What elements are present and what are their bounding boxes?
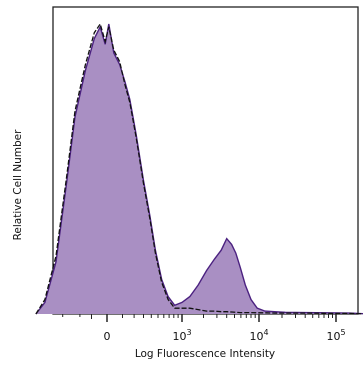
x-tick-label: 105 (326, 328, 345, 343)
x-axis-label: Log Fluorescence Intensity (135, 348, 275, 360)
stained-histogram-outline (35, 23, 363, 315)
x-tick-label: 103 (172, 328, 191, 343)
tick-layer (62, 314, 337, 322)
x-tick-label: 0 (104, 330, 111, 343)
control-histogram-outline (35, 22, 363, 315)
stained-histogram-fill (35, 24, 363, 314)
tick-label-layer: 0 103 104 105 (104, 328, 346, 343)
series-layer (35, 22, 363, 315)
x-tick-label: 104 (249, 328, 268, 343)
y-axis-label: Relative Cell Number (12, 129, 24, 241)
